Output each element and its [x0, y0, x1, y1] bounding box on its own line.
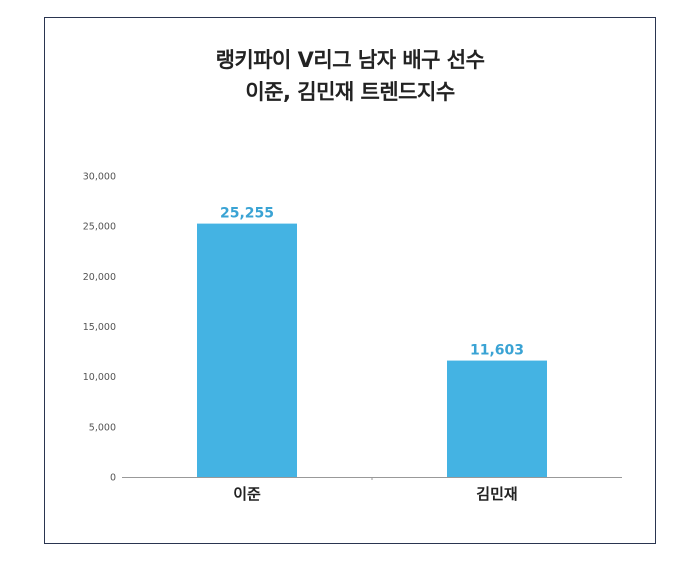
bars	[197, 223, 547, 477]
chart-title-line-2: 이준, 김민재 트렌드지수	[245, 80, 455, 104]
chart-frame	[44, 17, 656, 544]
chart-title: 랭키파이 V리그 남자 배구 선수 이준, 김민재 트렌드지수	[44, 44, 656, 108]
value-labels: 25,255 11,603	[220, 206, 524, 359]
x-category-label: 이준	[233, 485, 261, 503]
bar-value-label: 11,603	[470, 343, 524, 359]
chart-title-line-1: 랭키파이 V리그 남자 배구 선수	[215, 48, 485, 72]
x-axis-labels: 이준 김민재	[233, 477, 518, 503]
y-tick-label: 5,000	[89, 422, 116, 433]
y-tick-label: 10,000	[83, 372, 116, 383]
x-category-label: 김민재	[476, 485, 517, 503]
y-tick-label: 15,000	[83, 322, 116, 333]
y-tick-label: 30,000	[83, 172, 116, 183]
y-tick-label: 20,000	[83, 272, 116, 283]
bar-2	[447, 360, 547, 477]
y-axis-ticks: 0 5,000 10,000 15,000 20,000 25,000 30,000	[83, 172, 116, 484]
y-tick-label: 0	[110, 473, 116, 484]
bar-value-label: 25,255	[220, 206, 274, 222]
y-tick-label: 25,000	[83, 222, 116, 233]
bar-1	[197, 223, 297, 477]
